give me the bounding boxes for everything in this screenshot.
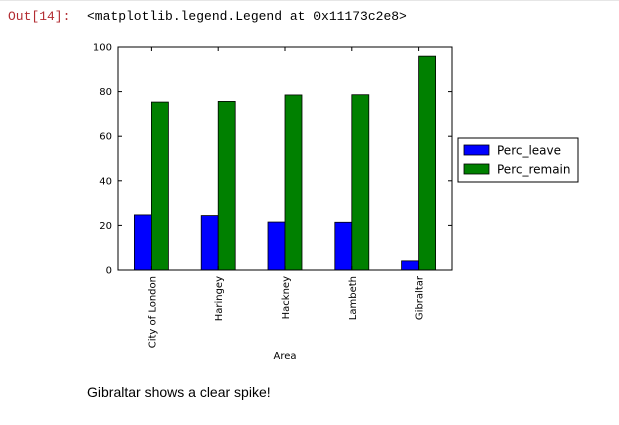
legend-label-perc-remain: Perc_remain	[497, 163, 571, 177]
x-tick-label: City of London	[147, 276, 158, 348]
y-tick-label: 40	[99, 176, 112, 187]
bar-perc-remain-2	[284, 94, 303, 271]
bar-perc-remain-3	[351, 94, 370, 271]
y-tick-label: 60	[99, 132, 112, 143]
y-tick-label: 0	[106, 266, 112, 277]
bar-perc-leave-1	[200, 215, 219, 271]
x-tick-label: Hackney	[281, 276, 292, 319]
notebook-markdown-note: Gibraltar shows a clear spike!	[87, 384, 271, 400]
bar-perc-leave-4	[401, 260, 420, 271]
output-prompt: Out[14]:	[8, 9, 71, 24]
output-cell: Out[14]: <matplotlib.legend.Legend at 0x1…	[8, 9, 407, 25]
bar-perc-leave-0	[133, 214, 152, 271]
x-tick-label: Lambeth	[348, 276, 359, 320]
bar-chart: 0 20 40 60 80 100 City of London Haringey Hackne…	[93, 43, 579, 362]
cell-divider	[0, 0, 619, 1]
legend: Perc_leave Perc_remain	[457, 137, 579, 183]
bar-perc-remain-1	[217, 101, 236, 271]
y-tick-label: 100	[93, 43, 112, 54]
bar-perc-leave-2	[267, 221, 286, 271]
bar-perc-remain-4	[418, 55, 437, 271]
legend-swatch-perc-leave	[463, 144, 490, 156]
legend-swatch-perc-remain	[463, 163, 490, 175]
x-tick-label: Haringey	[214, 276, 225, 321]
y-tick-label: 20	[99, 221, 112, 232]
bar-perc-remain-0	[150, 101, 169, 271]
output-text: <matplotlib.legend.Legend at 0x11173c2e8…	[87, 9, 407, 24]
x-axis-label: Area	[273, 351, 296, 362]
x-tick-label: Gibraltar	[415, 275, 426, 320]
legend-label-perc-leave: Perc_leave	[497, 144, 561, 158]
y-tick-label: 80	[99, 87, 112, 98]
plot-area: 0 20 40 60 80 100 City of London Haringey Hackne…	[93, 43, 453, 362]
bar-perc-leave-3	[334, 221, 353, 271]
